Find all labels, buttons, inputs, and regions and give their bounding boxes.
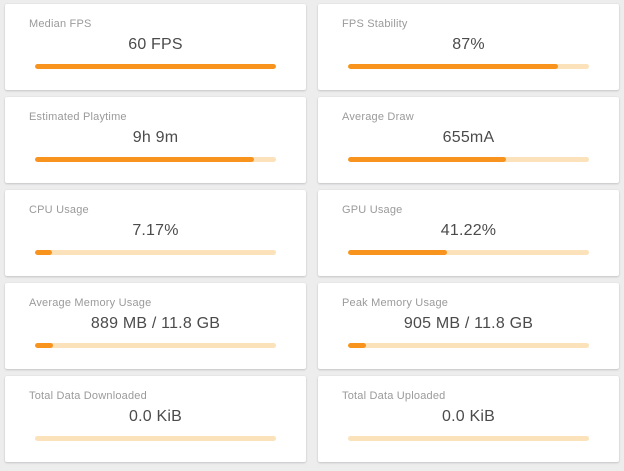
progress-bar-track	[348, 343, 589, 348]
progress-bar-fill	[348, 157, 506, 162]
metric-value: 889 MB / 11.8 GB	[90, 315, 221, 332]
metric-title: Peak Memory Usage	[342, 297, 449, 309]
metric-title: Median FPS	[29, 18, 92, 30]
progress-bar-fill	[35, 250, 53, 255]
progress-bar-fill	[35, 64, 276, 69]
progress-bar-track	[35, 343, 276, 348]
metric-title: GPU Usage	[342, 204, 403, 216]
progress-bar-track	[348, 436, 589, 441]
metric-value: 41.22%	[440, 222, 497, 239]
metric-title: Average Memory Usage	[29, 297, 152, 309]
metric-card: GPU Usage 41.22%	[318, 190, 619, 276]
progress-bar-fill	[348, 343, 367, 348]
metric-card: Total Data Downloaded 0.0 KiB	[5, 376, 306, 462]
progress-bar-track	[348, 157, 589, 162]
metric-title: FPS Stability	[342, 18, 408, 30]
progress-bar-track	[35, 64, 276, 69]
progress-bar-fill	[35, 343, 53, 348]
progress-bar-track	[35, 250, 276, 255]
metric-card: FPS Stability 87%	[318, 4, 619, 90]
metric-card: Median FPS 60 FPS	[5, 4, 306, 90]
progress-bar-track	[35, 157, 276, 162]
metric-value: 905 MB / 11.8 GB	[403, 315, 534, 332]
metric-title: Average Draw	[342, 111, 414, 123]
progress-bar-fill	[348, 64, 558, 69]
metric-title: Total Data Uploaded	[342, 390, 446, 402]
metric-value: 9h 9m	[132, 129, 179, 146]
metric-value: 655mA	[442, 129, 495, 146]
metric-value: 0.0 KiB	[442, 408, 495, 425]
progress-bar-track	[348, 64, 589, 69]
progress-bar-track	[35, 436, 276, 441]
progress-bar-track	[348, 250, 589, 255]
metric-value: 0.0 KiB	[129, 408, 182, 425]
metric-title: Estimated Playtime	[29, 111, 127, 123]
metric-value: 87%	[452, 36, 485, 53]
metric-card: Average Memory Usage 889 MB / 11.8 GB	[5, 283, 306, 369]
progress-bar-fill	[35, 157, 255, 162]
metric-card: CPU Usage 7.17%	[5, 190, 306, 276]
metric-card: Peak Memory Usage 905 MB / 11.8 GB	[318, 283, 619, 369]
metric-value: 60 FPS	[128, 36, 183, 53]
metric-value: 7.17%	[132, 222, 179, 239]
metric-title: Total Data Downloaded	[29, 390, 147, 402]
metric-card: Average Draw 655mA	[318, 97, 619, 183]
progress-bar-fill	[348, 250, 448, 255]
metric-card: Estimated Playtime 9h 9m	[5, 97, 306, 183]
metric-title: CPU Usage	[29, 204, 89, 216]
metric-card: Total Data Uploaded 0.0 KiB	[318, 376, 619, 462]
